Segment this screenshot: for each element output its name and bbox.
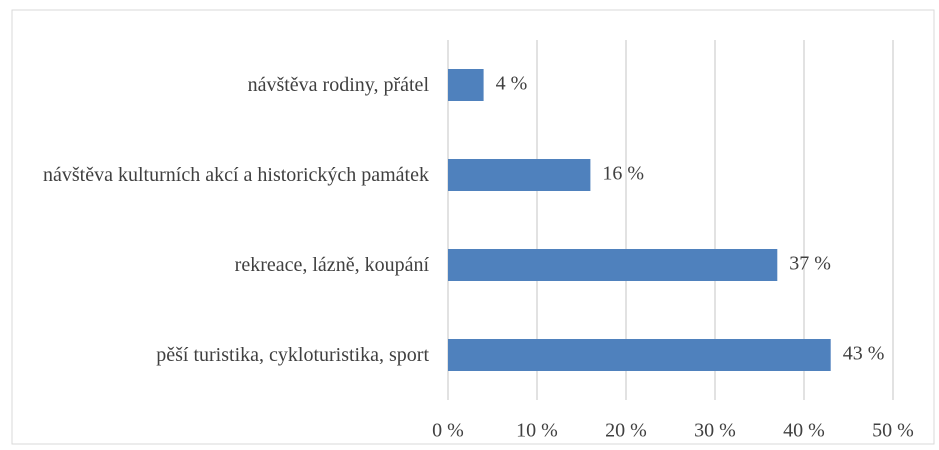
value-label: 43 % bbox=[843, 343, 885, 365]
category-label-box: rekreace, lázně, koupání bbox=[9, 253, 429, 277]
x-tick-label: 20 % bbox=[605, 420, 647, 442]
value-label: 4 % bbox=[496, 73, 528, 95]
bar bbox=[448, 249, 778, 281]
category-label: návštěva kulturních akcí a historických … bbox=[43, 164, 429, 186]
x-tick-label: 10 % bbox=[516, 420, 558, 442]
value-label: 16 % bbox=[602, 163, 644, 185]
bar bbox=[448, 159, 591, 191]
x-tick-label: 0 % bbox=[432, 420, 464, 442]
bar bbox=[448, 339, 831, 371]
x-tick-label: 40 % bbox=[783, 420, 825, 442]
chart-border bbox=[11, 9, 935, 445]
category-label: rekreace, lázně, koupání bbox=[234, 254, 429, 276]
category-label: návštěva rodiny, přátel bbox=[247, 74, 429, 96]
x-tick-label: 30 % bbox=[694, 420, 736, 442]
x-tick-label: 50 % bbox=[872, 420, 914, 442]
category-label-box: pěší turistika, cykloturistika, sport bbox=[9, 343, 429, 367]
value-label: 37 % bbox=[789, 253, 831, 275]
category-label-box: návštěva kulturních akcí a historických … bbox=[9, 163, 429, 187]
bar bbox=[448, 69, 484, 101]
category-label: pěší turistika, cykloturistika, sport bbox=[156, 344, 429, 366]
category-label-box: návštěva rodiny, přátel bbox=[9, 73, 429, 97]
